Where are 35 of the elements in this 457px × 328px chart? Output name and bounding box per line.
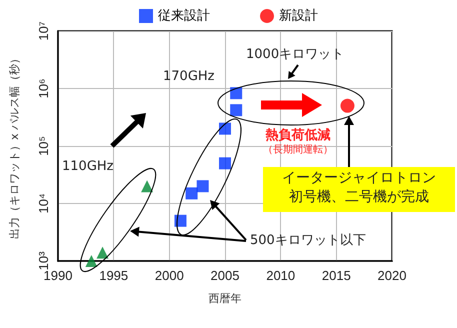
point: [340, 98, 354, 113]
point: [219, 157, 231, 170]
annotation: 熱負荷低減: [264, 127, 330, 143]
point: [174, 214, 186, 227]
annotation: 初号機、二号機が完成: [289, 189, 429, 205]
y-tick-label: 10⁵: [36, 136, 51, 156]
annotation: 500キロワット以下: [250, 233, 366, 248]
x-tick-label: 2000: [154, 268, 184, 283]
annotation: （長期間運転）: [263, 144, 333, 156]
annotation: 170GHz: [163, 69, 215, 84]
point: [96, 246, 109, 259]
x-tick-label: 2020: [378, 268, 406, 283]
point: [230, 104, 242, 116]
annotation: イータージャイロトロン: [282, 170, 436, 186]
legend-label: 従来設計: [158, 8, 210, 24]
legend-label: 新設計: [279, 8, 318, 24]
annotation: 1000キロワット: [246, 47, 344, 62]
x-tick-label: 2010: [266, 268, 296, 283]
y-tick-label: 10³: [36, 250, 51, 270]
annotation: 110GHz: [62, 159, 114, 174]
y-tick-label: 10⁷: [36, 21, 51, 41]
point: [141, 180, 154, 192]
x-tick-label: 1995: [99, 268, 128, 283]
x-tick-label: 2005: [210, 268, 240, 283]
point: [196, 180, 209, 192]
x-tick-label: 2015: [322, 268, 351, 283]
y-axis-title: 出力（キロワット）x パルス幅（秒）: [8, 52, 21, 240]
x-tick-label: 1990: [44, 268, 72, 283]
x-axis-title: 西暦年: [208, 292, 242, 305]
y-tick-label: 10⁶: [36, 78, 51, 98]
point: [230, 87, 242, 100]
point: [85, 255, 98, 267]
y-tick-label: 10⁴: [36, 193, 51, 214]
point: [186, 187, 198, 200]
point: [219, 122, 231, 135]
